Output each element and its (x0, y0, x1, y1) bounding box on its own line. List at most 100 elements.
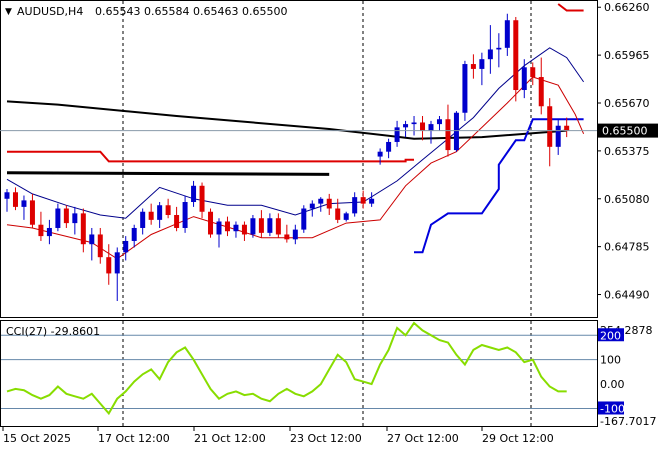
candle (343, 211, 349, 222)
price-tick-label: 0.66260 (604, 1, 650, 14)
candle-body (182, 202, 188, 228)
candle (55, 203, 61, 232)
candle (191, 180, 197, 207)
candle-body (131, 227, 137, 241)
candle-body (106, 257, 112, 274)
candle-body (284, 234, 290, 240)
overlay-ma-black (6, 100, 567, 140)
candle (530, 62, 536, 86)
candle (97, 227, 103, 264)
candle-body (343, 213, 349, 220)
price-tick-label: 0.65080 (604, 193, 650, 206)
candle-body (309, 203, 315, 209)
candle (114, 247, 120, 302)
candle (504, 13, 510, 56)
candle-body (403, 124, 409, 128)
candle (352, 192, 358, 217)
candle (208, 208, 214, 238)
candle-body (487, 49, 493, 60)
candle (258, 210, 264, 238)
candle-body (123, 240, 129, 253)
candle-body (38, 224, 44, 237)
candle-body (174, 214, 180, 228)
candle (284, 224, 290, 243)
candle (174, 206, 180, 232)
candle (309, 200, 315, 217)
candle (394, 120, 400, 147)
candle (411, 115, 417, 136)
candle (140, 208, 146, 235)
candle (165, 198, 171, 219)
candle-body (445, 119, 451, 151)
current-price-label: 0.65500 (602, 125, 648, 138)
candle-body (470, 64, 476, 69)
candle (267, 213, 273, 237)
candle (555, 119, 561, 155)
cci-tick-label: -100 (600, 402, 625, 415)
candle (360, 190, 366, 209)
candle-body (530, 67, 536, 78)
candle (250, 214, 256, 238)
candle (38, 211, 44, 241)
cci-tick-label: 100 (600, 354, 621, 367)
candle-body (318, 198, 324, 204)
candle-body (453, 112, 459, 151)
candle (513, 16, 519, 102)
candle-body (377, 151, 383, 157)
candle-body (335, 208, 341, 220)
candle-body (479, 59, 485, 69)
cci-tick-label: 200 (600, 329, 621, 342)
candle (386, 138, 392, 159)
candle-body (165, 205, 171, 215)
candle-body (428, 124, 434, 131)
candle-body (241, 224, 247, 235)
time-tick-label: 21 Oct 12:00 (194, 432, 266, 445)
candle (46, 219, 52, 245)
candle (131, 224, 137, 248)
candle (21, 195, 27, 220)
candle (318, 197, 324, 212)
candle-body (496, 47, 502, 50)
candle (564, 117, 570, 138)
candle-body (513, 20, 519, 91)
candle-body (564, 125, 570, 131)
overlay-step-blue (414, 118, 584, 254)
candle-body (80, 213, 86, 245)
cci-level-tag (598, 328, 624, 342)
candle-body (420, 122, 426, 131)
candle-body (538, 77, 544, 107)
candle (436, 115, 442, 131)
candle-body (233, 224, 239, 232)
candle (63, 205, 69, 228)
candle (89, 227, 95, 261)
candle-body (72, 213, 78, 224)
candle-body (292, 229, 298, 240)
candle-body (55, 208, 61, 228)
price-tick-label: 0.65375 (604, 145, 650, 158)
candle-body (352, 197, 358, 214)
candle-body (394, 127, 400, 142)
candle (521, 59, 527, 99)
candle-body (208, 211, 214, 235)
candle-body (191, 185, 197, 203)
candle (157, 202, 163, 228)
time-axis: 15 Oct 2025 17 Oct 12:00 21 Oct 12:00 23 Oc… (2, 427, 554, 445)
candle (301, 205, 307, 233)
candle (462, 60, 468, 121)
candle-body (199, 185, 205, 212)
candle (453, 111, 459, 152)
candle-body (140, 211, 146, 228)
candle (292, 224, 298, 245)
candle-body (462, 64, 468, 113)
candle-body (360, 197, 366, 204)
candle-body (12, 192, 18, 207)
time-tick-label: 29 Oct 12:00 (482, 432, 554, 445)
time-tick-label: 27 Oct 12:00 (387, 432, 459, 445)
candle (487, 25, 493, 74)
candle-body (267, 218, 273, 233)
price-tick-label: 0.64785 (604, 241, 650, 254)
price-axis: 0.66260 0.65965 0.65670 0.65375 0.65080 0.647… (597, 1, 650, 302)
candle-body (258, 218, 264, 233)
time-tick-label: 23 Oct 12:00 (290, 432, 362, 445)
